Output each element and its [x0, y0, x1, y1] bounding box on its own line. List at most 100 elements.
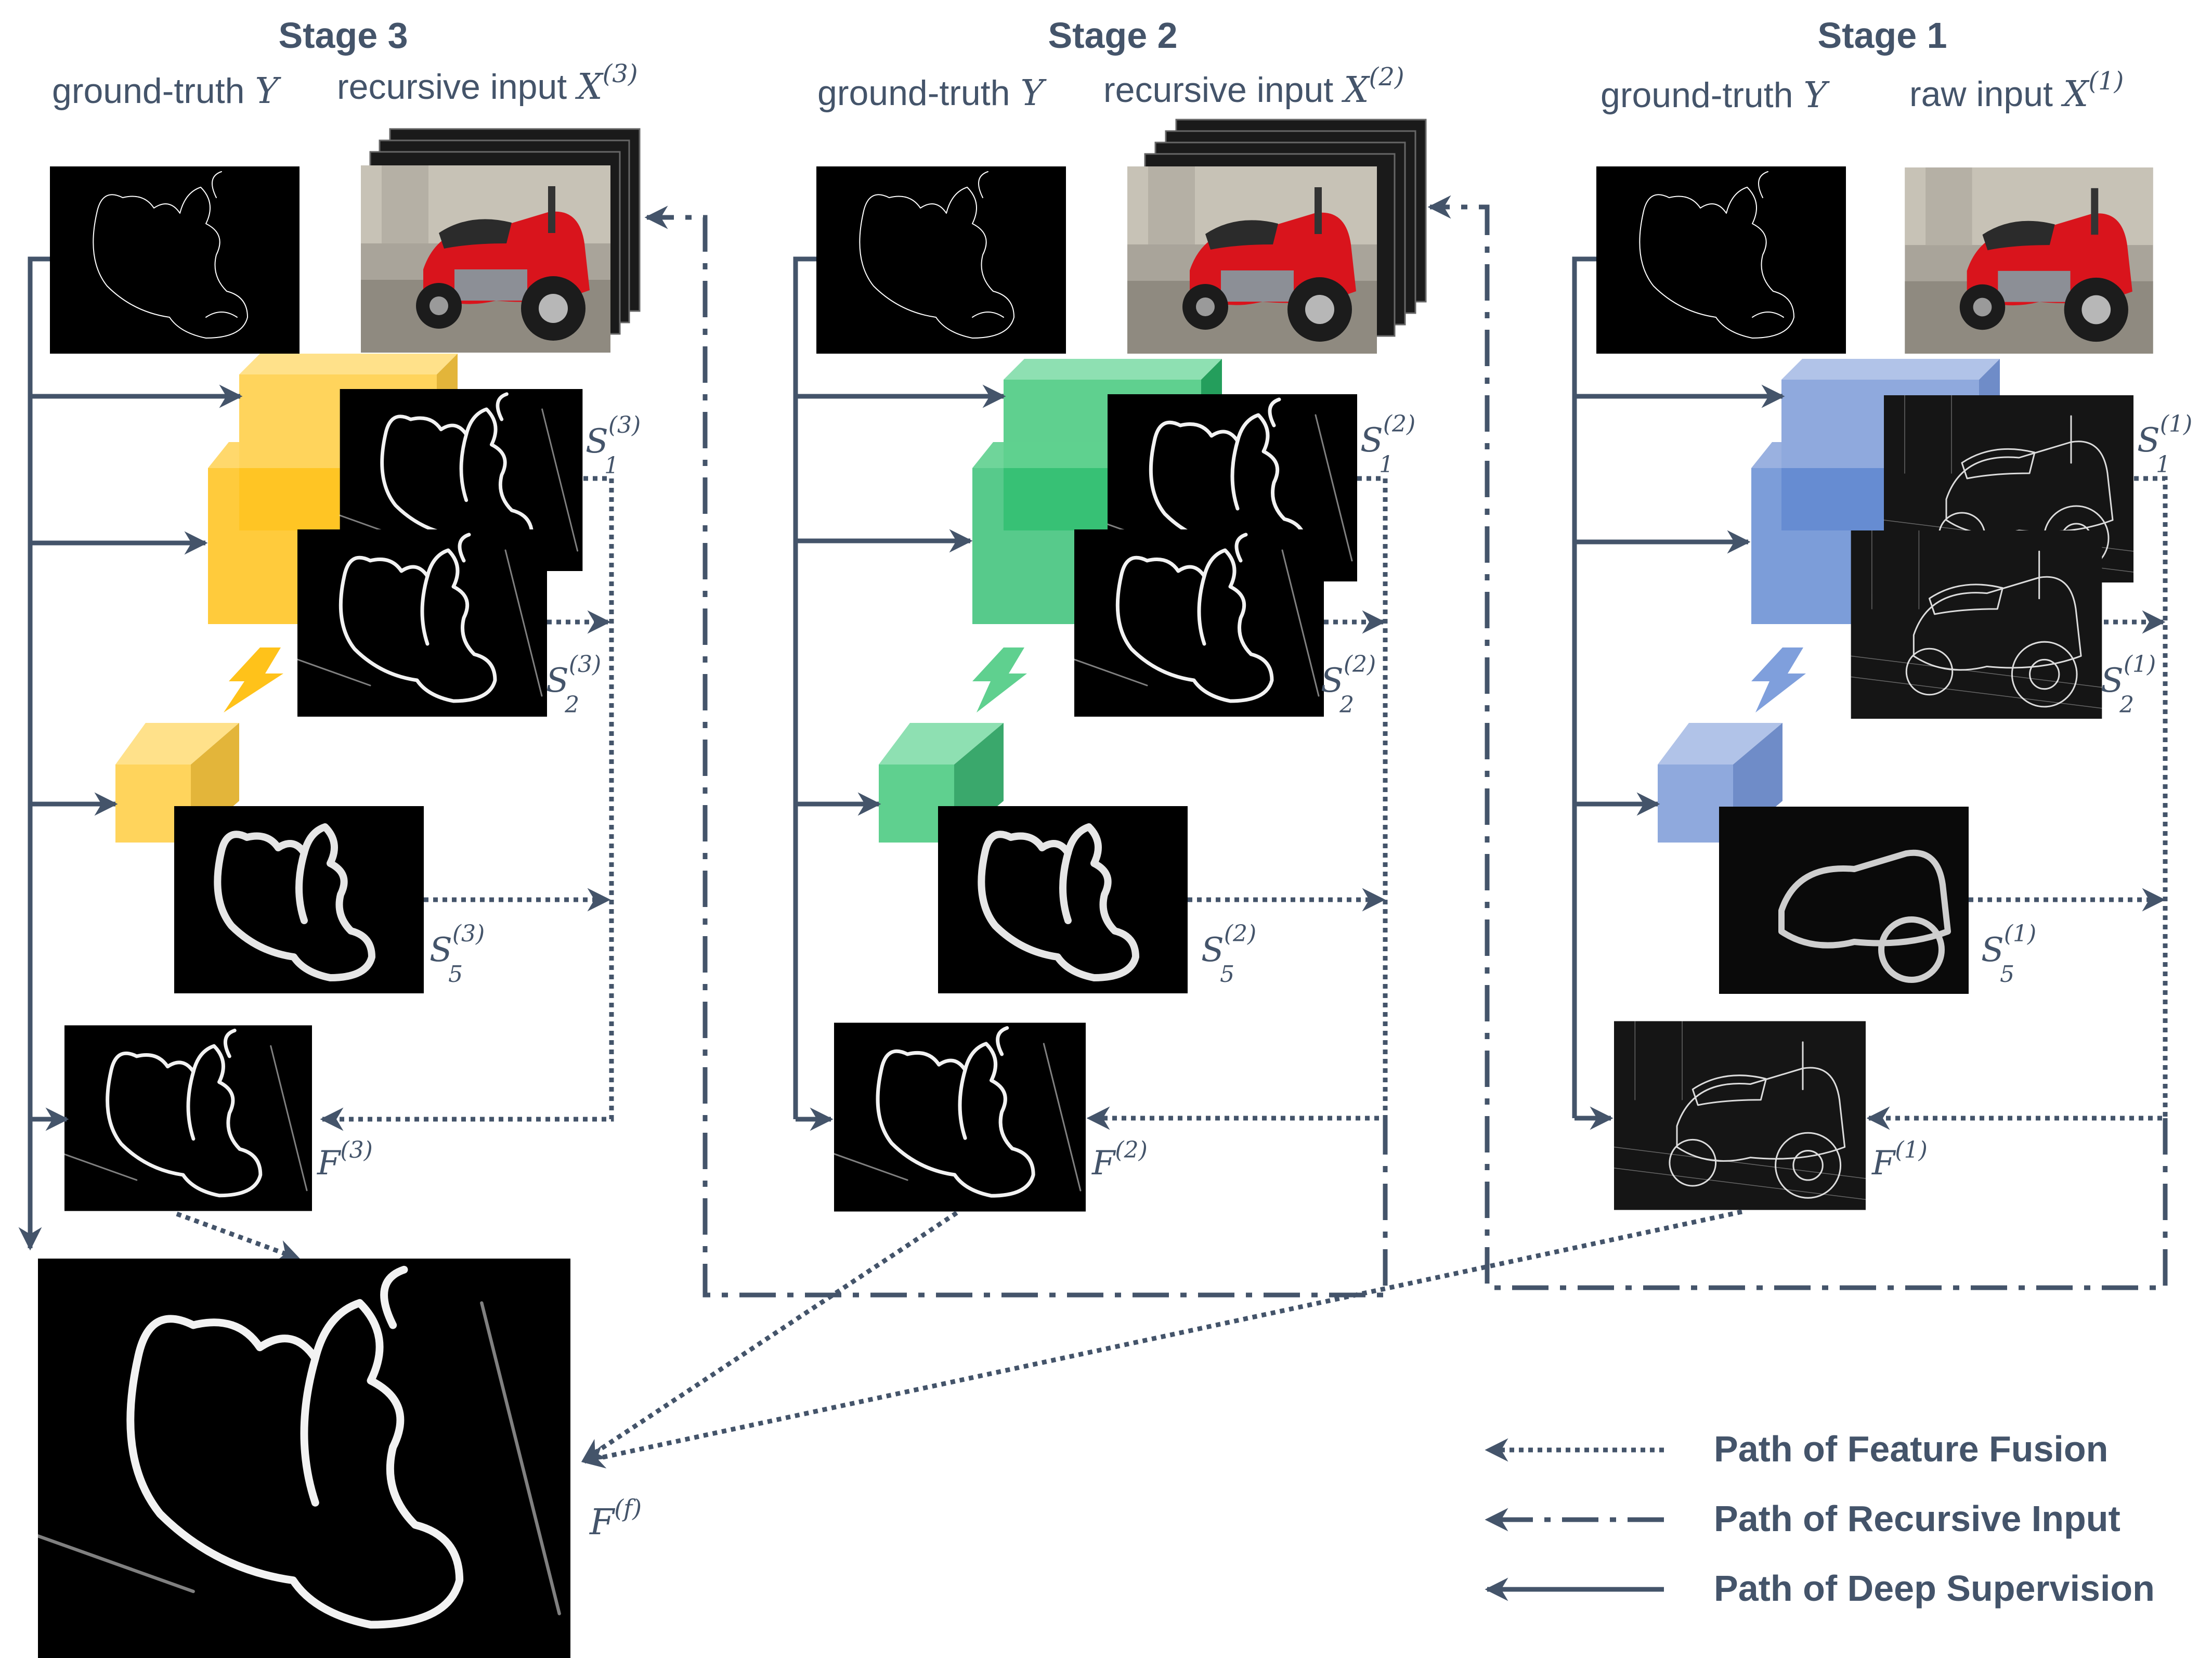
input-stack: [361, 128, 641, 353]
input-text: raw input: [1909, 74, 2053, 114]
recursive-path-2-to-3: [644, 205, 1388, 1298]
input-var: X: [1341, 70, 1370, 111]
stage-1: Stage 1 ground-truth Y raw input X(1) S(1)…: [581, 15, 2192, 1469]
sym: S: [2101, 662, 2124, 700]
sup: (1): [2124, 651, 2156, 678]
legend: Path of Feature Fusion Path of Recursive…: [1485, 1429, 2155, 1609]
stage-2: Stage 2 ground-truth Y recursive input X(2…: [581, 15, 1427, 1462]
gt-label: ground-truth: [817, 73, 1010, 113]
sup: (2): [1344, 651, 1376, 678]
s1-label: S(1) 1: [2137, 411, 2192, 478]
sub: 2: [564, 692, 579, 718]
sub: 1: [1379, 451, 1394, 478]
gt-var: Y: [1020, 73, 1047, 114]
sup: (1): [1895, 1137, 1927, 1163]
final-fused-output: [38, 1259, 570, 1658]
input-label: raw input X(1): [1909, 67, 2124, 115]
sup: (3): [608, 412, 641, 438]
input-sup: (2): [1369, 62, 1404, 92]
scooter-image: [1905, 167, 2153, 354]
legend-label: Path of Deep Supervision: [1714, 1568, 2155, 1609]
lightning-icon: [1751, 647, 1806, 713]
sym: S: [585, 422, 608, 461]
gt-label: ground-truth: [52, 71, 244, 111]
sub: 1: [604, 452, 619, 479]
sym: F: [1091, 1144, 1116, 1183]
gt-image: [1596, 166, 1846, 354]
f-label: F(2): [1091, 1137, 1148, 1183]
fused-output: [1614, 1020, 1866, 1211]
sym: F: [1871, 1144, 1896, 1183]
input-text: recursive input: [1103, 70, 1333, 110]
s2-label: S(2) 2: [1321, 651, 1376, 718]
legend-label: Path of Recursive Input: [1714, 1498, 2120, 1539]
sup: (1): [2004, 921, 2036, 947]
input-var: X: [2061, 74, 2090, 115]
sym: F: [317, 1144, 342, 1183]
sub: 5: [448, 961, 463, 988]
input-sup: (3): [603, 59, 638, 88]
sup: (3): [452, 921, 485, 947]
sup: (2): [1115, 1137, 1147, 1163]
sup: (f): [614, 1494, 642, 1522]
sym: S: [1981, 931, 2004, 969]
sym: S: [546, 662, 569, 700]
s1-label: S(3) 1: [585, 412, 641, 479]
input-text: recursive input: [337, 67, 567, 107]
s5-label: S(3) 5: [430, 921, 485, 988]
sub: 2: [2119, 692, 2134, 718]
side-output-s5: [174, 806, 424, 993]
s5-label: S(2) 5: [1201, 921, 1256, 988]
input-label: recursive input X(2): [1103, 62, 1404, 111]
f-label: F(3): [317, 1137, 373, 1183]
input-label: recursive input X(3): [337, 59, 638, 108]
side-output-s2: [1850, 530, 2103, 719]
sup: (2): [1383, 411, 1415, 437]
gt-image: [50, 166, 300, 354]
sub: 5: [1220, 961, 1234, 988]
fused-output: [834, 1023, 1086, 1212]
sym: S: [2137, 421, 2160, 460]
sym: S: [1321, 662, 1344, 700]
sub: 1: [2156, 451, 2170, 478]
input-stack: [1127, 119, 1427, 354]
sup: (2): [1224, 921, 1256, 947]
gt-var: Y: [1803, 75, 1830, 116]
sup: (3): [340, 1137, 372, 1163]
final-label: F(f): [589, 1494, 642, 1543]
gt-var: Y: [255, 71, 281, 112]
side-output-s2: [1074, 529, 1324, 717]
sym: S: [430, 931, 452, 969]
ground-truth-label: ground-truth Y: [52, 71, 281, 112]
input-sup: (1): [2088, 67, 2124, 96]
sup: (3): [569, 651, 601, 678]
sub: 2: [1339, 692, 1354, 718]
s1-label: S(2) 1: [1360, 411, 1415, 478]
gt-image: [816, 166, 1066, 354]
f-label: F(1): [1871, 1137, 1928, 1183]
s5-label: S(1) 5: [1981, 921, 2036, 988]
gt-label: ground-truth: [1601, 75, 1793, 115]
input-var: X: [575, 67, 604, 108]
ground-truth-label: ground-truth Y: [1601, 75, 1830, 116]
sym: S: [1201, 931, 1224, 969]
legend-label: Path of Feature Fusion: [1714, 1429, 2108, 1469]
stage-3: Stage 3 ground-truth Y recursive input X(3…: [18, 15, 641, 1263]
sub: 5: [2000, 961, 2014, 988]
side-output-s5: [938, 806, 1188, 993]
sym: S: [1360, 421, 1383, 460]
s2-label: S(1) 2: [2101, 651, 2156, 718]
stage-title: Stage 2: [1048, 15, 1178, 56]
scooter-image: [1127, 166, 1377, 354]
s2-label: S(3) 2: [546, 651, 601, 718]
stage-title: Stage 1: [1818, 15, 1947, 56]
sup: (1): [2160, 411, 2192, 437]
stage-title: Stage 3: [279, 15, 408, 56]
fused-output: [64, 1026, 312, 1211]
side-output-s5: [1719, 807, 1969, 994]
lightning-icon: [224, 647, 283, 713]
ground-truth-label: ground-truth Y: [817, 73, 1047, 114]
side-output-s2: [297, 529, 547, 717]
sym: F: [589, 1502, 616, 1543]
